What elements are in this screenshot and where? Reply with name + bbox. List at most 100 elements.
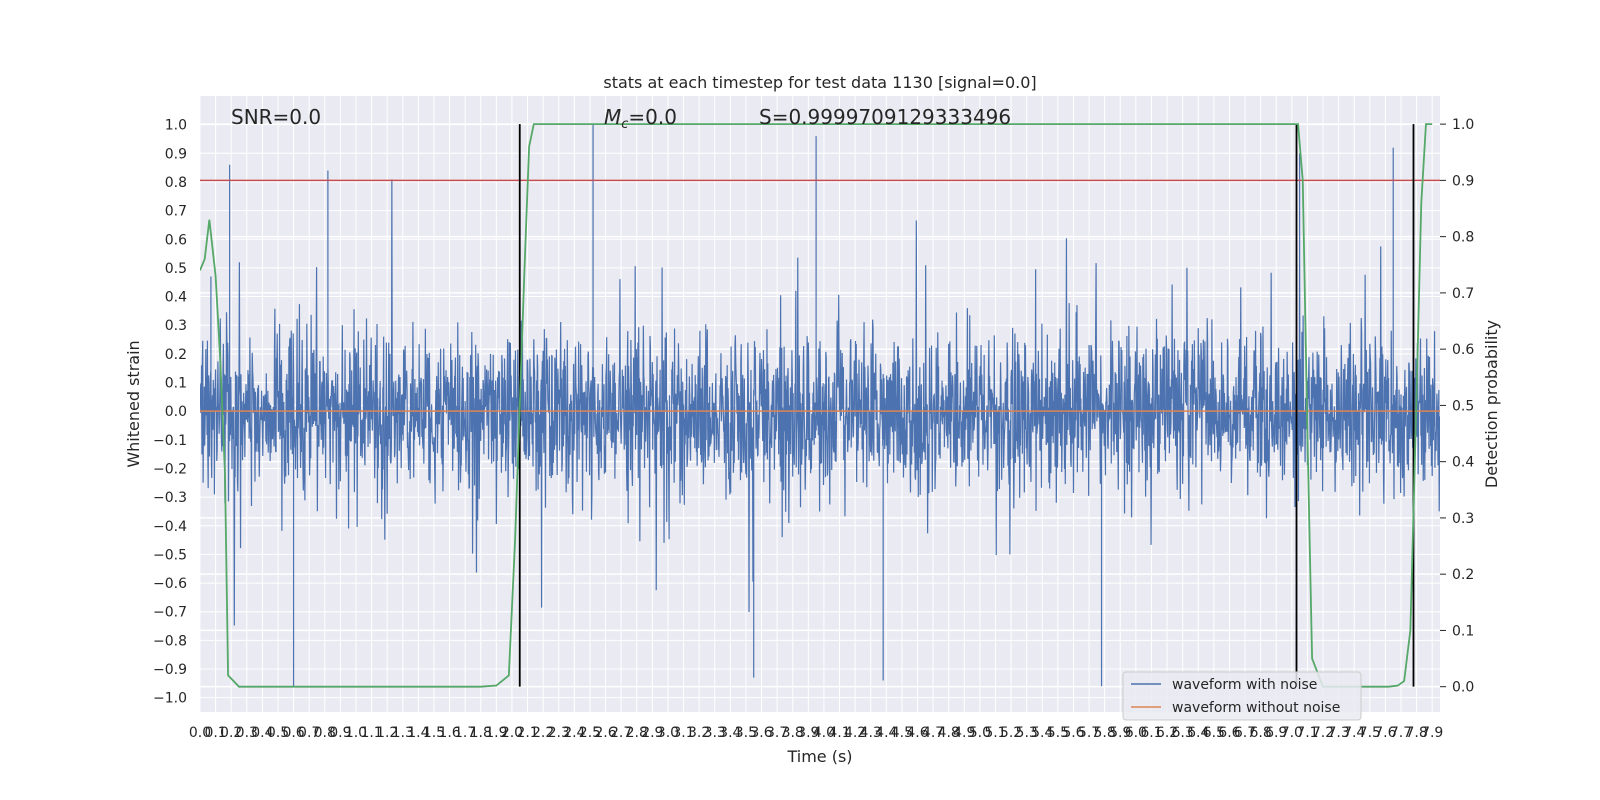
x-tick-label: 5.5 [1047, 725, 1069, 741]
x-tick-label: 6.1 [1140, 725, 1162, 741]
x-tick-label: 0.7 [298, 725, 320, 741]
y-tick-label: −0.1 [153, 433, 187, 449]
series-layer [200, 123, 1440, 688]
x-tick-label: 0.0 [189, 725, 211, 741]
y2-tick-label: 0.9 [1452, 173, 1474, 189]
x-tick-label: 4.5 [891, 725, 913, 741]
x-tick-label: 4.3 [860, 725, 882, 741]
x-tick-label: 4.9 [953, 725, 975, 741]
x-tick-label: 0.6 [282, 725, 304, 741]
x-tick-label: 0.1 [204, 725, 226, 741]
x-tick-label: 4.6 [906, 725, 928, 741]
x-tick-label: 6.5 [1203, 725, 1225, 741]
x-tick-label: 6.8 [1249, 725, 1271, 741]
series-waveform-with-noise [200, 124, 1440, 687]
x-tick-label: 3.1 [672, 725, 694, 741]
x-tick-label: 6.6 [1218, 725, 1240, 741]
x-tick-label: 6.7 [1234, 725, 1256, 741]
x-tick-label: 5.8 [1094, 725, 1116, 741]
x-tick-label: 5.2 [1000, 725, 1022, 741]
y2-tick-label: 0.8 [1452, 230, 1474, 246]
x-tick-label: 3.8 [782, 725, 804, 741]
x-tick-label: 5.7 [1078, 725, 1100, 741]
x-tick-label: 2.6 [594, 725, 616, 741]
x-tick-label: 3.6 [750, 725, 772, 741]
x-tick-label: 1.1 [360, 725, 382, 741]
y-tick-label: −0.7 [153, 605, 187, 621]
x-tick-label: 7.0 [1281, 725, 1303, 741]
series-detection-probability [200, 123, 1433, 688]
x-tick-label: 4.4 [875, 725, 897, 741]
y-axis-label: Whitened strain [124, 340, 143, 467]
x-tick-label: 5.3 [1016, 725, 1038, 741]
x-axis-label: Time (s) [786, 747, 852, 766]
x-tick-label: 1.0 [345, 725, 367, 741]
x-tick-label: 3.7 [766, 725, 788, 741]
chirp-mass-symbol: M [604, 105, 621, 129]
x-tick-label: 6.9 [1265, 725, 1287, 741]
y-tick-label: 0.5 [165, 261, 187, 277]
x-tick-label: 4.1 [828, 725, 850, 741]
x-tick-label: 7.8 [1405, 725, 1427, 741]
x-tick-label: 1.2 [376, 725, 398, 741]
x-tick-label: 6.4 [1187, 725, 1209, 741]
x-tick-label: 3.4 [719, 725, 741, 741]
y2-axis-label: Detection probability [1482, 320, 1501, 488]
x-tick-label: 6.0 [1125, 725, 1147, 741]
x-tick-label: 0.8 [314, 725, 336, 741]
y-tick-label: −0.6 [153, 576, 187, 592]
x-tick-label: 2.9 [641, 725, 663, 741]
s-annotation: S=0.9999709129333496 [759, 105, 1011, 129]
x-tick-label: 5.4 [1031, 725, 1053, 741]
y2-tick-label: 0.1 [1452, 623, 1474, 639]
y2-tick-label: 1.0 [1452, 117, 1474, 133]
x-tick-label: 5.0 [969, 725, 991, 741]
y-tick-label: 0.4 [165, 290, 187, 306]
x-tick-label: 1.6 [438, 725, 460, 741]
chirp-mass-annotation: Mc=0.0 [604, 105, 677, 132]
x-tick-label: 4.7 [922, 725, 944, 741]
x-tick-label: 4.0 [813, 725, 835, 741]
x-tick-label: 5.1 [984, 725, 1006, 741]
x-tick-label: 1.5 [423, 725, 445, 741]
y-tick-label: −0.5 [153, 547, 187, 563]
legend-box [1122, 671, 1362, 721]
y-tick-label: 0.1 [165, 376, 187, 392]
x-tick-label: 1.7 [454, 725, 476, 741]
y-tick-label: −0.4 [153, 519, 187, 535]
chirp-mass-value: =0.0 [628, 105, 677, 129]
y-tick-label: −0.3 [153, 490, 187, 506]
y2-tick-label: 0.2 [1452, 567, 1474, 583]
x-tick-label: 5.9 [1109, 725, 1131, 741]
x-tick-label: 2.5 [579, 725, 601, 741]
x-tick-label: 3.2 [688, 725, 710, 741]
x-tick-label: 1.9 [485, 725, 507, 741]
y-tick-label: −0.2 [153, 461, 187, 477]
x-tick-label: 1.3 [392, 725, 414, 741]
chart-title: stats at each timestep for test data 113… [603, 73, 1036, 92]
x-tick-label: 3.9 [797, 725, 819, 741]
y2-tick-label: 0.3 [1452, 511, 1474, 527]
x-tick-label: 0.5 [267, 725, 289, 741]
x-tick-label: 7.6 [1374, 725, 1396, 741]
x-tick-label: 0.9 [329, 725, 351, 741]
legend-label-clean: waveform without noise [1172, 700, 1340, 716]
x-tick-label: 5.6 [1062, 725, 1084, 741]
x-tick-label: 2.2 [532, 725, 554, 741]
x-tick-label: 7.1 [1296, 725, 1318, 741]
x-tick-label: 3.0 [657, 725, 679, 741]
y-tick-label: 0.6 [165, 232, 187, 248]
x-tick-label: 7.3 [1327, 725, 1349, 741]
x-tick-label: 2.3 [548, 725, 570, 741]
y-tick-label: 0.9 [165, 146, 187, 162]
y-tick-label: 0.0 [165, 404, 187, 420]
x-tick-label: 6.3 [1172, 725, 1194, 741]
y2-tick-label: 0.6 [1452, 342, 1474, 358]
y2-tick-label: 0.5 [1452, 398, 1474, 414]
y-tick-label: 0.3 [165, 318, 187, 334]
x-tick-label: 7.2 [1312, 725, 1334, 741]
x-tick-label: 7.4 [1343, 725, 1365, 741]
x-tick-label: 1.4 [407, 725, 429, 741]
y2-tick-label: 0.4 [1452, 455, 1474, 471]
